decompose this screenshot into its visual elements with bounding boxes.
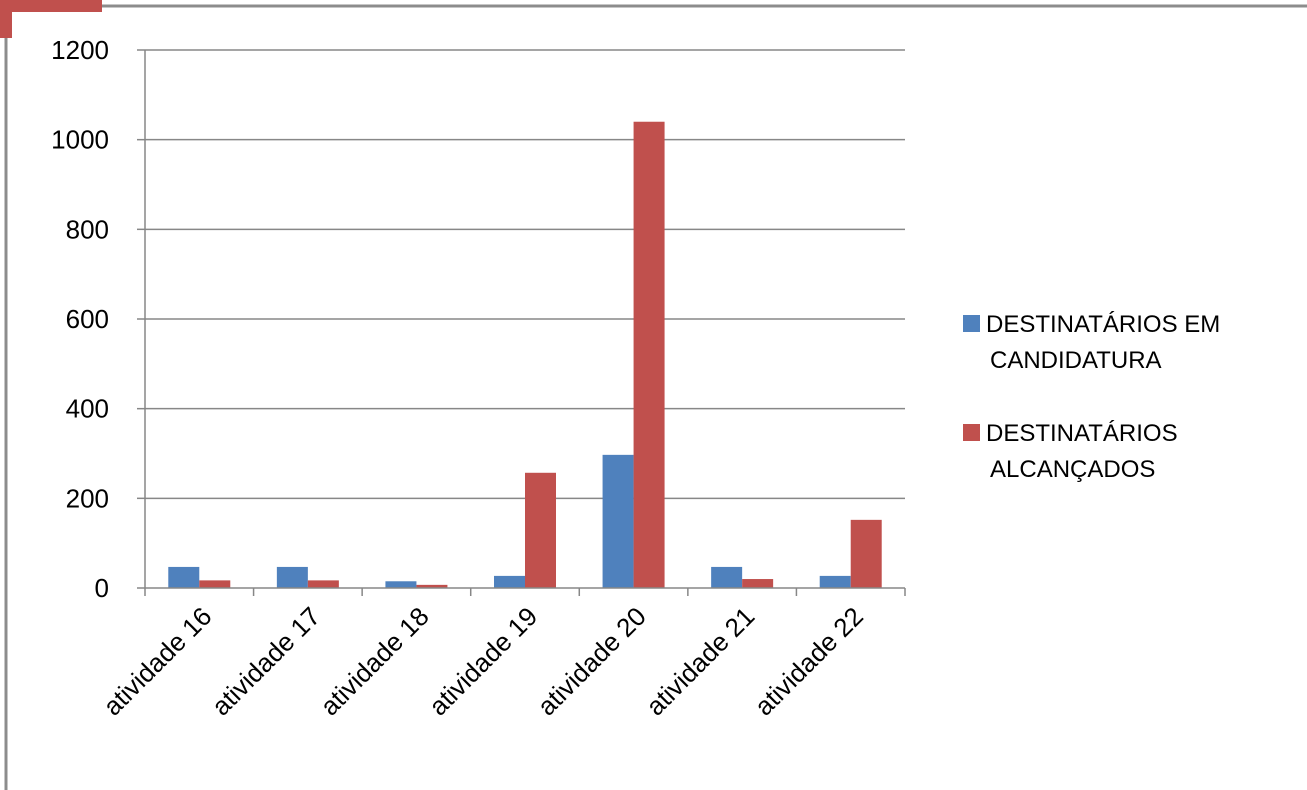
legend-swatch [963, 315, 980, 332]
y-tick-label: 200 [66, 483, 109, 513]
x-tick-label: atividade 22 [749, 601, 869, 721]
bar [742, 579, 774, 588]
legend-label: DESTINATÁRIOS EM [986, 311, 1220, 338]
legend: DESTINATÁRIOS EM CANDIDATURA DESTINATÁRIOS… [963, 311, 1220, 483]
bars [168, 121, 882, 588]
bar [168, 566, 200, 588]
legend-label: DESTINATÁRIOS [986, 420, 1178, 447]
bar [307, 580, 339, 588]
legend-swatch [963, 424, 980, 441]
bar [819, 575, 851, 588]
legend-label: CANDIDATURA [990, 347, 1162, 374]
bar [711, 566, 743, 588]
bar [602, 454, 634, 588]
gridlines [145, 49, 905, 500]
y-axis-tick-labels: 0 200 400 600 800 1000 1200 [51, 35, 109, 603]
y-tick-label: 800 [66, 214, 109, 244]
axes [137, 49, 906, 596]
x-tick-label: atividade 20 [531, 601, 651, 721]
y-tick-label: 1000 [51, 125, 109, 155]
y-tick-label: 600 [66, 304, 109, 334]
x-tick-label: atividade 18 [314, 601, 434, 721]
x-tick-label: atividade 21 [640, 601, 760, 721]
bar [416, 584, 448, 588]
bar [276, 566, 308, 588]
x-tick-label: atividade 16 [97, 601, 217, 721]
bar [633, 121, 665, 588]
legend-label: ALCANÇADOS [990, 456, 1155, 483]
bar [525, 472, 556, 588]
bar [199, 580, 231, 588]
y-tick-label: 0 [95, 573, 109, 603]
bar [494, 575, 525, 588]
y-tick-label: 1200 [51, 35, 109, 65]
corner-accent-side [0, 0, 12, 38]
x-tick-label: atividade 17 [206, 601, 326, 721]
y-tick-label: 400 [66, 394, 109, 424]
corner-accent [0, 0, 102, 12]
bar [385, 581, 417, 588]
bar [850, 519, 882, 588]
x-tick-label: atividade 19 [423, 601, 543, 721]
